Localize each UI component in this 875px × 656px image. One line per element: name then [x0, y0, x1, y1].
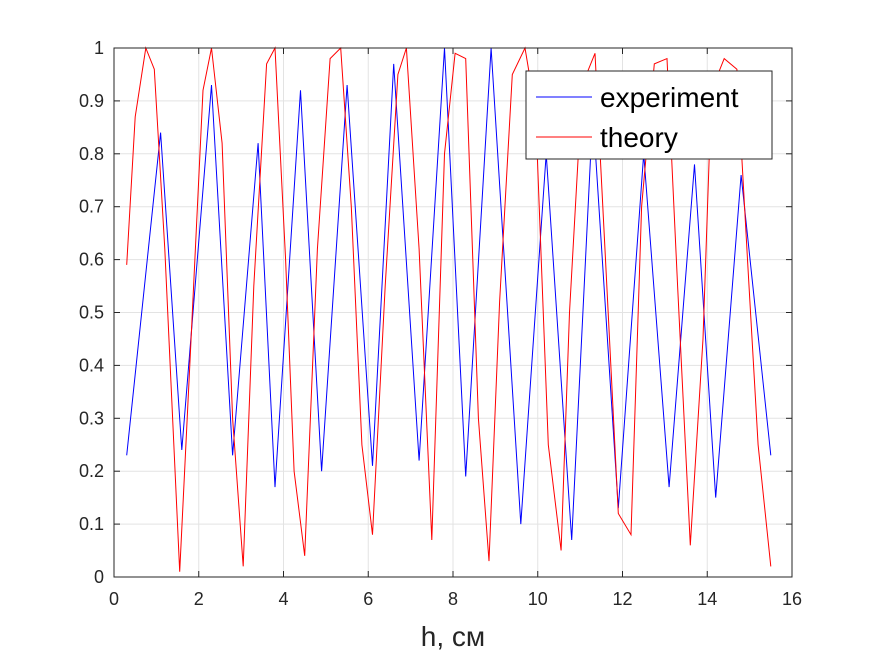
series-line-theory [126, 46, 772, 572]
x-tick-label: 8 [448, 589, 458, 609]
y-tick-label: 0.8 [79, 144, 104, 164]
x-tick-label: 16 [782, 589, 802, 609]
y-tick-label: 0.6 [79, 250, 104, 270]
y-tick-label: 1 [94, 38, 104, 58]
x-tick-label: 12 [612, 589, 632, 609]
legend: experiment theory [525, 70, 773, 160]
y-tick-label: 0.5 [79, 303, 104, 323]
y-tick-label: 0.9 [79, 91, 104, 111]
y-tick-label: 0.7 [79, 197, 104, 217]
x-tick-label: 4 [278, 589, 288, 609]
y-tick-label: 0.3 [79, 408, 104, 428]
x-tick-label: 10 [528, 589, 548, 609]
x-axis-label: h, см [421, 621, 485, 652]
y-tick-label: 0 [94, 567, 104, 587]
legend-items: experiment theory [536, 82, 739, 153]
x-tick-labels: 0 2 4 6 8 10 12 14 16 [109, 589, 802, 609]
ticks [113, 47, 793, 578]
y-tick-label: 0.2 [79, 461, 104, 481]
y-tick-labels: 0 0.1 0.2 0.3 0.4 0.5 0.6 0.7 0.8 0.9 1 [79, 38, 104, 587]
x-tick-label: 14 [697, 589, 717, 609]
y-tick-label: 0.4 [79, 355, 104, 375]
legend-label-theory: theory [600, 122, 678, 153]
legend-box [525, 70, 773, 160]
x-tick-label: 0 [109, 589, 119, 609]
x-tick-label: 2 [194, 589, 204, 609]
y-tick-label: 0.1 [79, 514, 104, 534]
legend-label-experiment: experiment [600, 82, 739, 113]
x-tick-label: 6 [363, 589, 373, 609]
